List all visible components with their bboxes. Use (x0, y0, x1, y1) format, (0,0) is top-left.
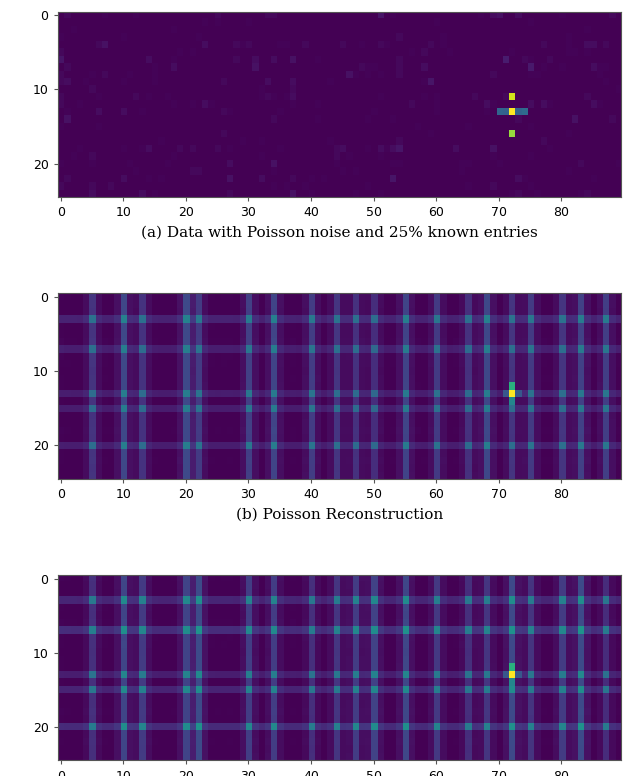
X-axis label: (a) Data with Poisson noise and 25% known entries: (a) Data with Poisson noise and 25% know… (141, 226, 538, 240)
X-axis label: (b) Poisson Reconstruction: (b) Poisson Reconstruction (236, 508, 443, 521)
